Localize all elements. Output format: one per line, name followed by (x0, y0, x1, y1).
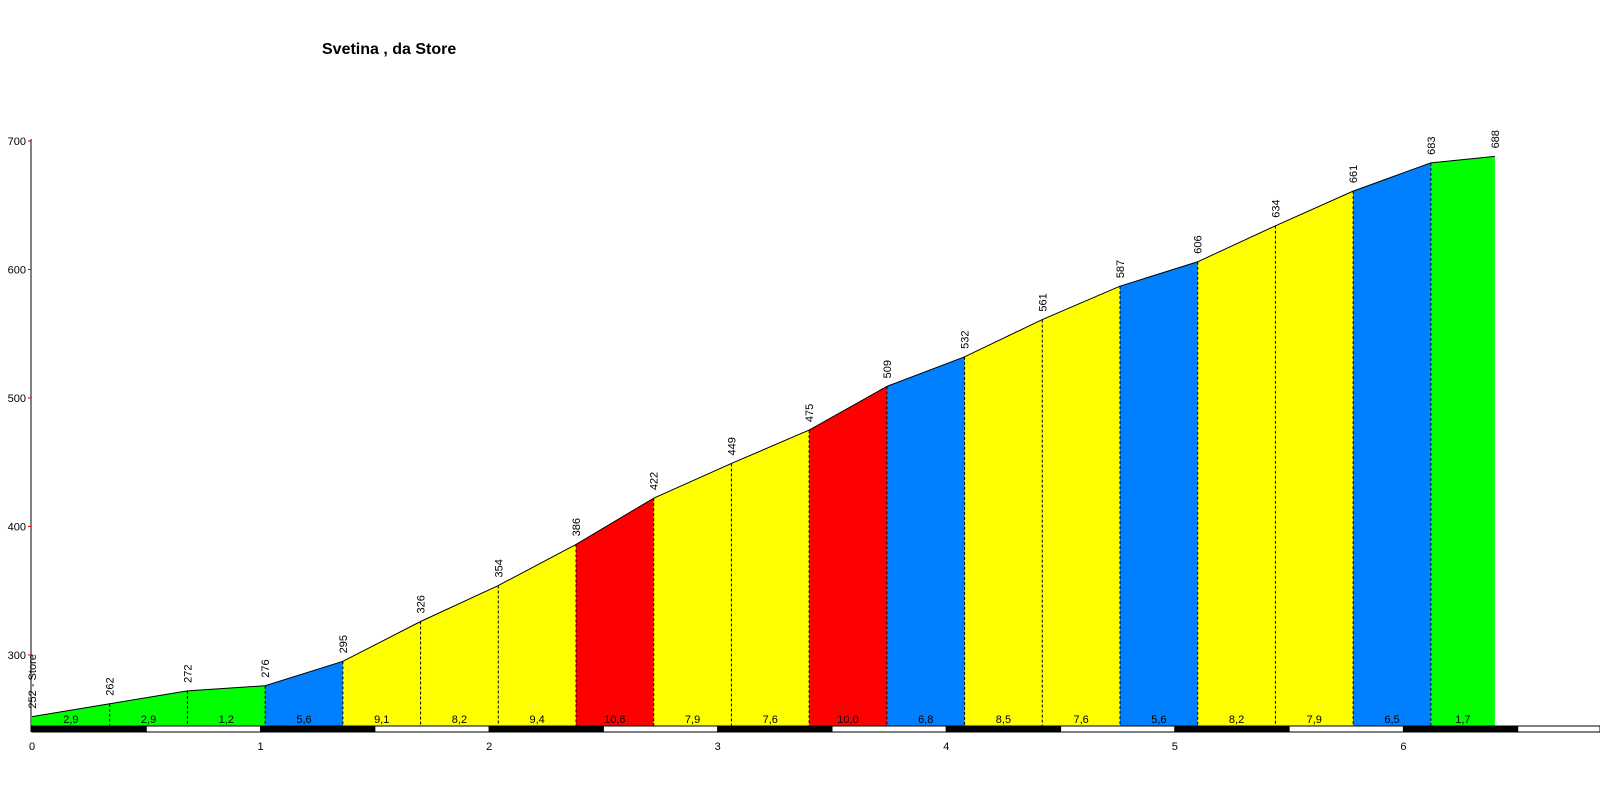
segment-area (1353, 162, 1431, 726)
segment-area (265, 661, 343, 726)
elevation-labels: 252 - Store 262 272 276 295 326 354 386 422 449 47… (27, 130, 1502, 709)
distance-bar-segment (602, 725, 719, 733)
x-tick-label: 0 (29, 741, 35, 753)
gradient-labels: 2,9 2,9 1,2 5,6 9,1 8,2 9,4 10,6 7,9 7,6 10,0 6,8 8,… (63, 714, 1470, 726)
distance-bar-segment (145, 725, 262, 733)
gradient-label: 7,9 (1307, 714, 1322, 726)
distance-bar-segment (717, 725, 833, 733)
gradient-label: 7,9 (685, 714, 700, 726)
profile-line (31, 155, 1495, 718)
y-tick-label: 600 (8, 264, 26, 276)
distance-bar-segment (488, 725, 604, 733)
segment-area (32, 703, 110, 726)
elevation-label: 475 (804, 404, 816, 422)
segment-area (1120, 261, 1198, 726)
elevation-label: 252 - Store (27, 654, 39, 708)
y-tick-label: 400 (8, 521, 26, 533)
elevation-label: 272 (182, 665, 194, 683)
elevation-label: 276 (260, 659, 272, 677)
elevation-label: 449 (726, 437, 738, 455)
elevation-label: 661 (1348, 165, 1360, 183)
elevation-label: 561 (1037, 293, 1049, 311)
x-tick-label: 6 (1400, 741, 1406, 753)
elevation-label: 683 (1426, 136, 1438, 154)
segment-area (498, 544, 576, 726)
segment-separators (109, 162, 1432, 726)
y-tick-label: 300 (8, 650, 26, 662)
segment-area (576, 498, 654, 726)
segment-area (1430, 156, 1495, 727)
gradient-label: 5,6 (296, 714, 311, 726)
gradient-label: 8,2 (1229, 714, 1244, 726)
distance-bar-segment (31, 725, 147, 733)
segment-area (1042, 286, 1120, 726)
gradient-label: 10,0 (837, 714, 858, 726)
gradient-label: 7,6 (763, 714, 778, 726)
distance-bar-segment (260, 725, 376, 733)
y-axis: 300 400 500 600 700 (8, 136, 32, 732)
gradient-label: 6,8 (918, 714, 933, 726)
gradient-label: 2,9 (141, 714, 156, 726)
elevation-label: 422 (649, 472, 661, 490)
distance-bar-segment (831, 725, 947, 733)
segment-area (809, 386, 887, 726)
x-tick-label: 5 (1172, 741, 1178, 753)
distance-bar-segment (374, 725, 490, 733)
segment-area (1197, 225, 1276, 726)
elevation-label: 326 (416, 595, 428, 613)
elevation-label: 262 (105, 677, 117, 695)
segment-area (886, 356, 965, 726)
elevation-label: 295 (338, 635, 350, 653)
x-tick-label: 4 (943, 741, 949, 753)
gradient-label: 5,6 (1151, 714, 1166, 726)
segment-area (653, 463, 732, 726)
gradient-label: 9,1 (374, 714, 389, 726)
elevation-label: 634 (1270, 199, 1282, 217)
x-axis: 0 1 2 3 4 5 6 (29, 725, 1600, 753)
y-tick-label: 700 (8, 136, 26, 148)
elevation-label: 509 (882, 360, 894, 378)
x-tick-label: 1 (258, 741, 264, 753)
elevation-label: 532 (960, 330, 972, 348)
gradient-label: 9,4 (529, 714, 544, 726)
distance-bar-segment (1402, 725, 1519, 733)
gradient-label: 10,6 (604, 714, 625, 726)
profile-outline (31, 155, 1495, 718)
elevation-label: 386 (571, 518, 583, 536)
distance-bar-segment (1060, 725, 1176, 733)
elevation-label: 354 (493, 559, 505, 577)
distance-bar-segment (1288, 725, 1404, 733)
segment-area (1275, 191, 1354, 727)
segment-area (731, 430, 810, 726)
x-tick-label: 3 (715, 741, 721, 753)
y-tick-label: 500 (8, 393, 26, 405)
gradient-label: 1,2 (219, 714, 234, 726)
gradient-label: 1,7 (1455, 714, 1470, 726)
elevation-label: 587 (1115, 260, 1127, 278)
segment-area (187, 685, 266, 726)
gradient-label: 8,5 (996, 714, 1011, 726)
distance-bar-segment (1174, 725, 1290, 733)
distance-bar-segment (945, 725, 1062, 733)
gradient-label: 2,9 (63, 714, 78, 726)
elevation-label: 688 (1490, 130, 1502, 148)
segment-area (109, 690, 188, 726)
distance-bar-segment (1517, 725, 1600, 733)
segment-area (420, 585, 499, 726)
chart-title: Svetina , da Store (322, 41, 456, 58)
gradient-label: 6,5 (1384, 714, 1399, 726)
x-tick-label: 2 (486, 741, 492, 753)
elevation-label: 606 (1193, 235, 1205, 253)
segment-area (342, 621, 421, 726)
gradient-areas (32, 156, 1495, 727)
gradient-label: 8,2 (452, 714, 467, 726)
gradient-label: 7,6 (1073, 714, 1088, 726)
segment-area (964, 319, 1043, 726)
